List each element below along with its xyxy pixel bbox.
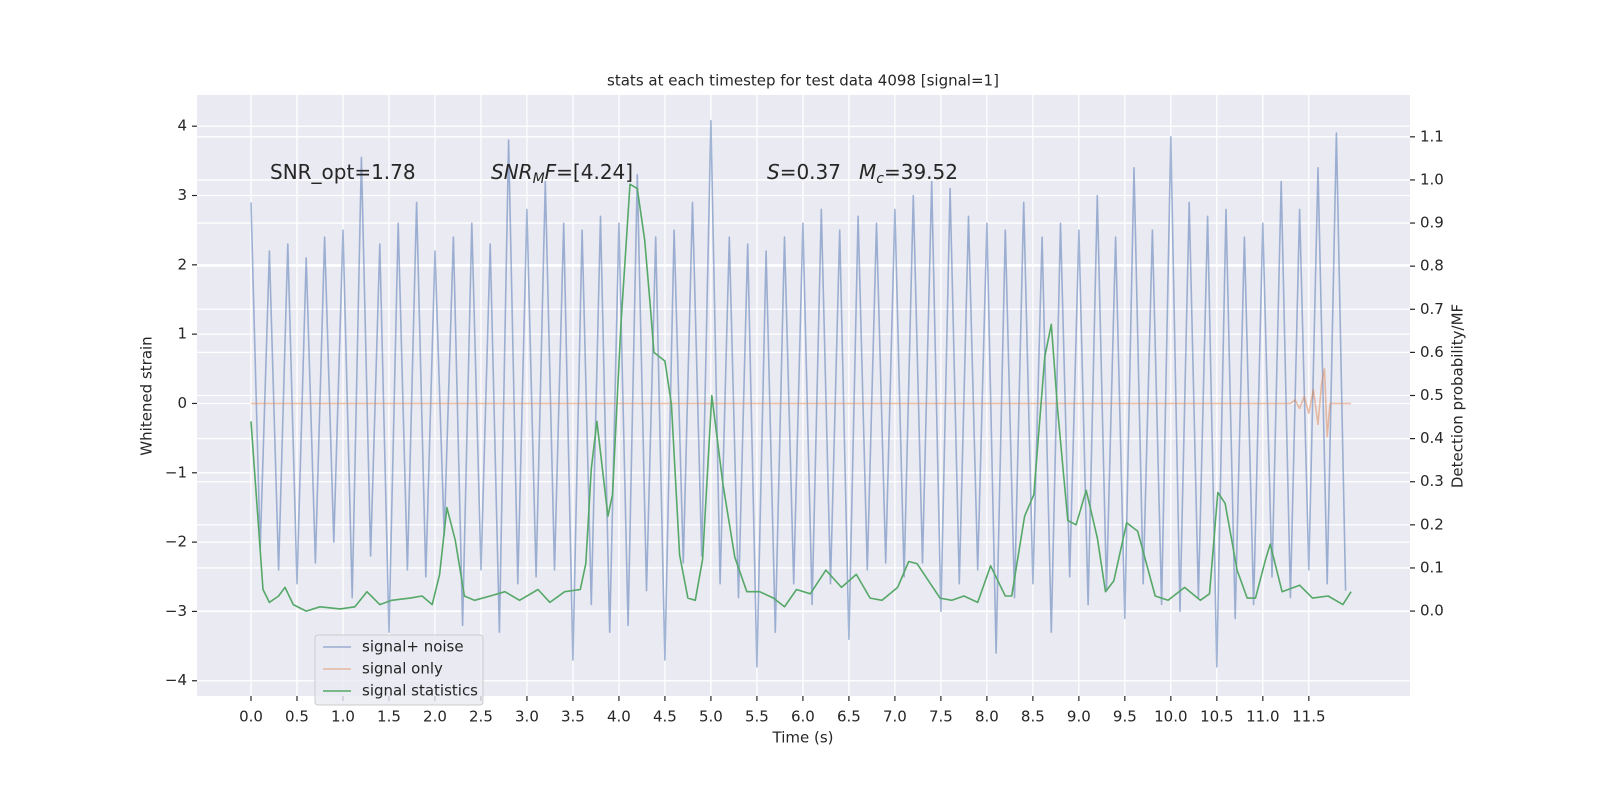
annotation-part: =0.37 <box>780 160 841 184</box>
y-axis-label: Whitened strain <box>138 336 156 455</box>
y2-tick-label: 0.2 <box>1420 515 1444 533</box>
x-tick-label: 3.5 <box>561 708 585 726</box>
y-tick-label: −1 <box>165 463 187 481</box>
chart-title: stats at each timestep for test data 409… <box>607 72 999 90</box>
x-tick-label: 2.5 <box>469 708 493 726</box>
x-tick-label: 9.5 <box>1113 708 1137 726</box>
x-tick-label: 11.5 <box>1292 708 1325 726</box>
annotation-part: SNR <box>491 160 533 184</box>
series-line <box>250 183 1352 612</box>
x-tick-label: 4.0 <box>607 708 631 726</box>
y-tick-label: 0 <box>177 394 187 412</box>
annotation-part: M <box>533 171 545 187</box>
y2-axis-label: Detection probability/MF <box>1449 304 1467 488</box>
y2-tick-label: 0.7 <box>1420 300 1444 318</box>
y2-tick-label: 0.8 <box>1420 257 1444 275</box>
y2-tick-label: 0.0 <box>1420 602 1444 620</box>
x-tick-label: 1.0 <box>331 708 355 726</box>
y2-tick-label: 1.1 <box>1420 127 1444 145</box>
annotation-part: F <box>545 160 557 184</box>
series-line <box>251 368 1352 438</box>
x-tick-label: 1.5 <box>377 708 401 726</box>
y2-tick-label: 0.3 <box>1420 472 1444 490</box>
legend-label: signal+ noise <box>362 638 464 656</box>
x-tick-label: 8.5 <box>1021 708 1045 726</box>
x-tick-label: 4.5 <box>653 708 677 726</box>
y-tick-label: 4 <box>177 117 187 135</box>
x-tick-label: 0.0 <box>239 708 263 726</box>
x-tick-label: 7.5 <box>929 708 953 726</box>
annotation-part: S <box>767 160 780 184</box>
legend: signal+ noise signal only signal statistic… <box>314 634 484 706</box>
annotation-part: M <box>859 160 876 184</box>
y-tick-label: −2 <box>165 533 187 551</box>
y2-tick-label: 0.6 <box>1420 343 1444 361</box>
y2-tick-label: 0.5 <box>1420 386 1444 404</box>
x-tick-label: 8.0 <box>975 708 999 726</box>
y2-tick-label: 1.0 <box>1420 170 1444 188</box>
x-tick-label: 5.5 <box>745 708 769 726</box>
annotation-part: =39.52 <box>884 160 958 184</box>
y2-tick-label: 0.1 <box>1420 558 1444 576</box>
y-tick-label: 3 <box>177 186 187 204</box>
annotation: SNRMF=[4.24] <box>491 160 633 188</box>
legend-box <box>314 634 484 706</box>
annotation: Mc=39.52 <box>859 160 958 188</box>
annotation-part: c <box>876 171 884 187</box>
x-axis-label: Time (s) <box>772 729 834 747</box>
x-tick-label: 3.0 <box>515 708 539 726</box>
x-tick-label: 10.5 <box>1200 708 1233 726</box>
x-tick-label: 0.5 <box>285 708 309 726</box>
y2-tick-label: 0.9 <box>1420 214 1444 232</box>
legend-label: signal only <box>362 660 443 678</box>
x-tick-label: 11.0 <box>1246 708 1279 726</box>
y-tick-label: 1 <box>177 325 187 343</box>
x-tick-label: 10.0 <box>1154 708 1187 726</box>
y-tick-label: 2 <box>177 255 187 273</box>
y-tick-label: −3 <box>165 602 187 620</box>
y-tick-label: −4 <box>165 671 187 689</box>
x-tick-label: 7.0 <box>883 708 907 726</box>
x-tick-label: 2.0 <box>423 708 447 726</box>
annotation: SNR_opt=1.78 <box>270 160 416 184</box>
annotation-part: SNR_opt=1.78 <box>270 160 416 184</box>
annotation-part: =[4.24] <box>556 160 633 184</box>
legend-label: signal statistics <box>362 682 478 700</box>
y2-tick-label: 0.4 <box>1420 429 1444 447</box>
x-tick-label: 9.0 <box>1067 708 1091 726</box>
x-tick-label: 6.0 <box>791 708 815 726</box>
x-tick-label: 6.5 <box>837 708 861 726</box>
x-tick-label: 5.0 <box>699 708 723 726</box>
annotation: S=0.37 <box>767 160 841 184</box>
